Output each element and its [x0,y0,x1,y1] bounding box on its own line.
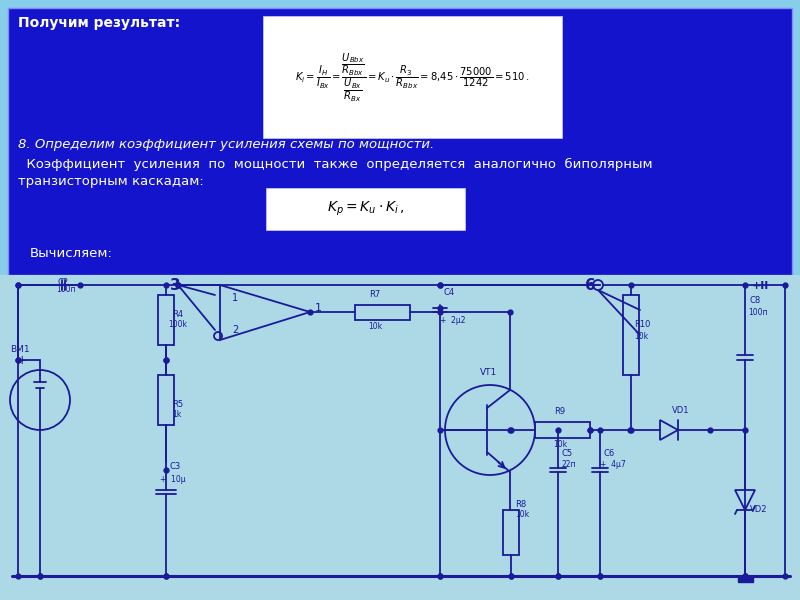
Text: Коэффициент  усиления  по  мощности  также  определяется  аналогично  биполярным: Коэффициент усиления по мощности также о… [18,158,653,171]
Text: R5: R5 [172,400,183,409]
FancyBboxPatch shape [263,16,562,138]
Text: C8: C8 [750,296,762,305]
Bar [503,510,519,555]
Text: $K_i = \dfrac{I_H}{I_{Bx}} = \dfrac{\dfrac{U_{Bbx}}{R_{Bbx}}}{\dfrac{U_{Bx}}{R_{: $K_i = \dfrac{I_H}{I_{Bx}} = \dfrac{\dfr… [294,52,530,104]
Text: 1k: 1k [172,410,182,419]
Text: 10k: 10k [634,332,648,341]
Text: 8. Определим коэффициент усиления схемы по мощности.: 8. Определим коэффициент усиления схемы … [18,138,434,151]
Text: C3: C3 [170,462,182,471]
Text: C5: C5 [562,449,573,458]
Text: R7: R7 [370,290,381,299]
Bar [535,422,590,438]
Text: R9: R9 [554,407,566,416]
Text: 2: 2 [232,325,238,335]
Text: 100п: 100п [748,308,768,317]
Text: C2: C2 [58,278,69,287]
Text: +  4μ7: + 4μ7 [600,460,626,469]
Text: +  10μ: + 10μ [160,475,186,484]
Text: 10k: 10k [553,440,567,449]
Text: 1: 1 [315,303,322,313]
Bar [158,375,174,425]
Text: R10: R10 [634,320,650,329]
Text: 100п: 100п [56,285,76,294]
Text: +II: +II [752,281,770,291]
Text: VD2: VD2 [750,505,767,514]
Bar [623,295,639,375]
Text: R8: R8 [515,500,526,509]
Text: C4: C4 [443,288,454,297]
Bar [355,305,410,320]
Text: Получим результат:: Получим результат: [18,16,180,30]
Text: 10k: 10k [515,510,529,519]
Text: транзисторным каскадам:: транзисторным каскадам: [18,175,204,188]
Text: 100k: 100k [168,320,187,329]
Text: VT1: VT1 [480,368,498,377]
Text: R4: R4 [172,310,183,319]
Text: 10k: 10k [368,322,382,331]
FancyBboxPatch shape [0,275,800,600]
Text: 22п: 22п [562,460,577,469]
Bar [158,295,174,345]
Text: +  2μ2: + 2μ2 [440,316,466,325]
Text: $K_p = K_u \cdot K_i\,,$: $K_p = K_u \cdot K_i\,,$ [327,200,405,218]
Text: 6: 6 [585,278,595,293]
Text: Вычисляем:: Вычисляем: [30,247,113,260]
FancyBboxPatch shape [8,8,792,275]
Bar [738,576,753,582]
Text: 3: 3 [170,278,180,293]
Text: +: + [17,353,27,367]
Text: BM1: BM1 [10,345,30,354]
FancyBboxPatch shape [266,188,465,230]
Text: 1: 1 [232,293,238,303]
Text: C6: C6 [604,449,615,458]
Text: VD1: VD1 [672,406,690,415]
